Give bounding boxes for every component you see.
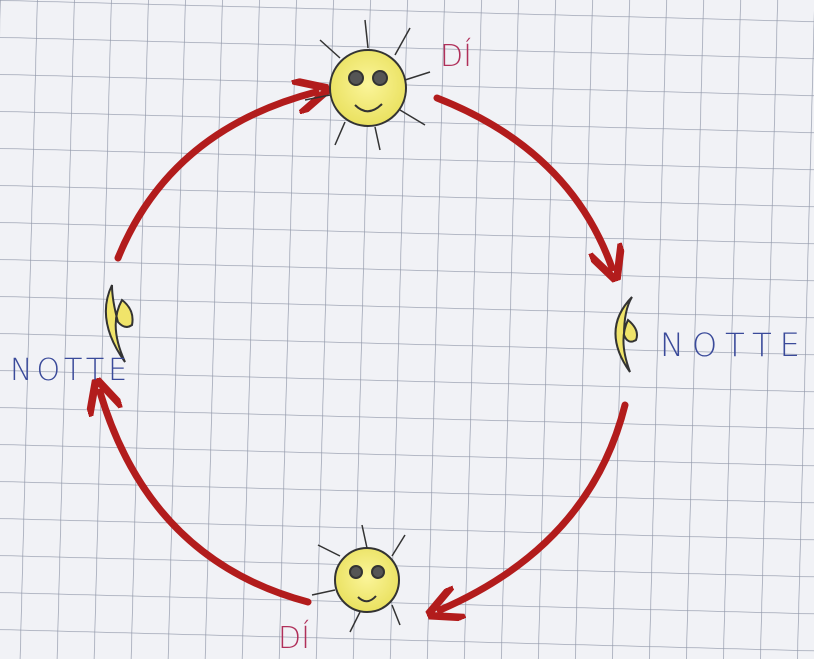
day-label: DÍ — [278, 620, 310, 656]
day-label: DÍ — [440, 38, 472, 74]
night-label: NOTTE — [660, 326, 808, 364]
night-label: NOTTE — [10, 353, 131, 388]
drawing: DÍ NOTTE DÍ NOTTE — [0, 0, 814, 659]
